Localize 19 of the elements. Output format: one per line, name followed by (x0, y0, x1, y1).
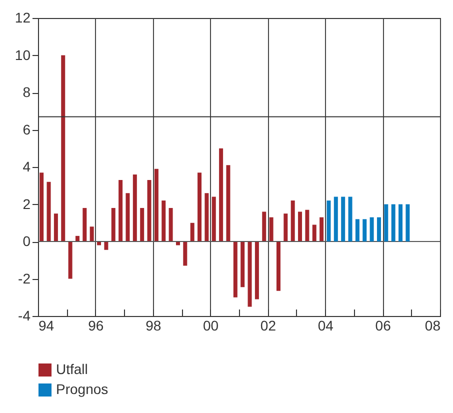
x-tick-label: 02 (260, 318, 276, 334)
x-tick-label: 04 (318, 318, 334, 334)
y-tick-label: 10 (14, 46, 31, 63)
x-tick-label: 00 (202, 318, 219, 334)
y-tick-label: 0 (22, 233, 31, 249)
x-tick-label: 94 (38, 318, 54, 334)
y-tick-label: 2 (22, 196, 31, 212)
legend-label: Utfall (56, 361, 88, 377)
x-tick-label: 98 (146, 318, 162, 334)
x-tick-label: 08 (424, 318, 441, 334)
x-tick-label: 06 (375, 318, 392, 334)
x-tick-label: 96 (88, 318, 104, 334)
y-tick-label: 8 (22, 84, 31, 100)
y-tick-label: 4 (22, 158, 31, 174)
y-tick-label: -4 (18, 308, 31, 324)
y-tick-label: 12 (14, 10, 31, 26)
y-tick-label: 6 (22, 121, 31, 138)
legend-label: Prognos (56, 381, 108, 397)
y-tick-label: -2 (18, 270, 31, 286)
